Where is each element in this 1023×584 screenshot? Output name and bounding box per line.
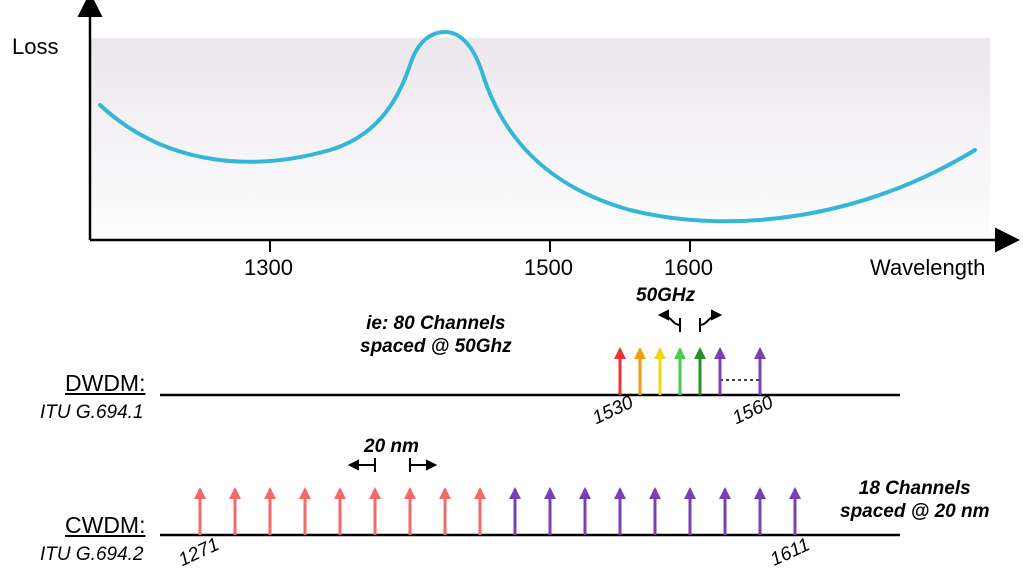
channel-arrow xyxy=(754,347,766,395)
channel-arrow xyxy=(719,487,731,535)
channel-arrow xyxy=(654,347,666,395)
channel-arrow xyxy=(614,487,626,535)
channel-arrow xyxy=(369,487,381,535)
channel-arrow xyxy=(649,487,661,535)
channel-arrow xyxy=(334,487,346,535)
dwdm-spacing-bracket xyxy=(660,311,720,332)
cwdm-standard: ITU G.694.2 xyxy=(40,544,144,566)
channel-arrow xyxy=(194,487,206,535)
channel-arrow xyxy=(579,487,591,535)
channel-arrow xyxy=(754,487,766,535)
channel-arrow xyxy=(684,487,696,535)
cwdm-title: CWDM: xyxy=(65,512,145,539)
dwdm-spacing-label: 50GHz xyxy=(636,285,695,307)
channel-arrow xyxy=(299,487,311,535)
x-tick-label: 1500 xyxy=(524,255,573,281)
y-axis-label: Loss xyxy=(12,34,58,60)
channel-arrow xyxy=(404,487,416,535)
channel-arrow xyxy=(474,487,486,535)
channel-arrow xyxy=(674,347,686,395)
channel-arrow xyxy=(634,347,646,395)
channel-arrow xyxy=(439,487,451,535)
channel-arrow xyxy=(614,347,626,395)
channel-arrow xyxy=(544,487,556,535)
channel-arrow xyxy=(229,487,241,535)
channel-arrow xyxy=(264,487,276,535)
cwdm-spacing-label: 20 nm xyxy=(364,436,419,458)
dwdm-standard: ITU G.694.1 xyxy=(40,402,144,424)
loss-chart xyxy=(0,0,1023,280)
cwdm-caption: 18 Channels spaced @ 20 nm xyxy=(840,478,989,524)
dwdm-caption: ie: 80 Channels spaced @ 50Ghz xyxy=(360,313,512,359)
channel-arrow xyxy=(694,347,706,395)
x-axis-label: Wavelength xyxy=(870,255,985,281)
channel-arrow xyxy=(509,487,521,535)
channel-arrow xyxy=(789,487,801,535)
dwdm-title: DWDM: xyxy=(65,370,145,397)
channel-arrow xyxy=(714,347,726,395)
x-tick-label: 1600 xyxy=(664,255,713,281)
cwdm-spacing-bracket xyxy=(350,458,435,472)
chart-background xyxy=(90,38,990,240)
x-tick-label: 1300 xyxy=(244,255,293,281)
